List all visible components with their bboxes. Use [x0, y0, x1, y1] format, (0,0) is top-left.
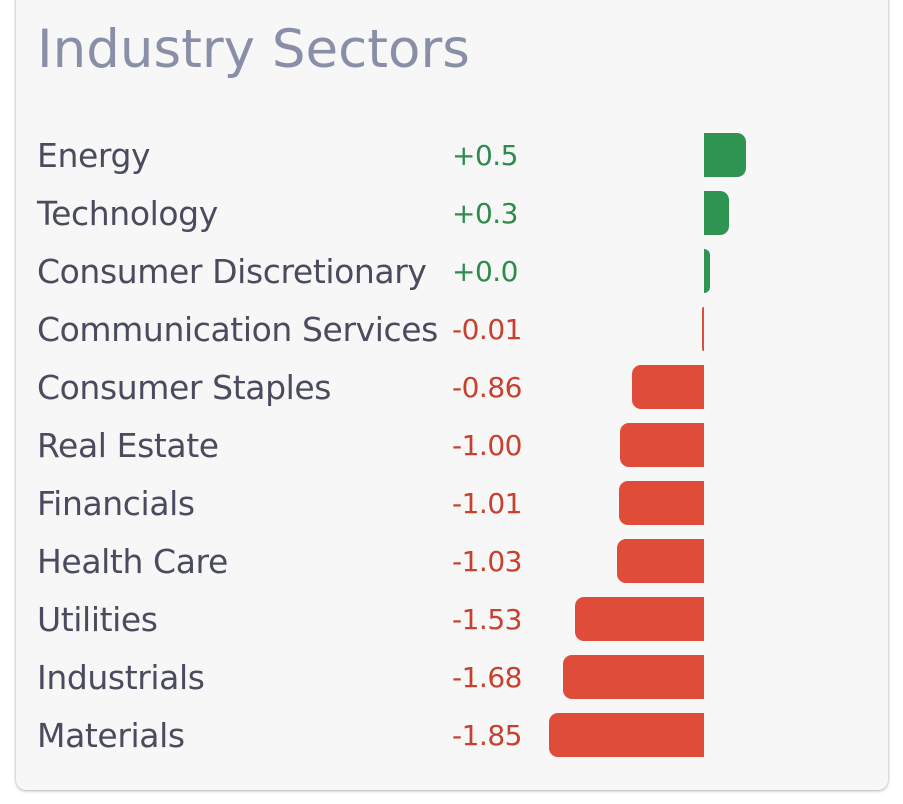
sector-name: Utilities: [37, 600, 158, 639]
negative-change-bar: [620, 423, 704, 467]
sector-row[interactable]: Utilities -1.53: [16, 591, 888, 649]
sector-name: Energy: [37, 136, 151, 175]
sector-name: Materials: [37, 716, 185, 755]
sector-name: Consumer Staples: [37, 368, 332, 407]
sector-row[interactable]: Real Estate -1.00: [16, 417, 888, 475]
sector-row[interactable]: Materials -1.85: [16, 707, 888, 765]
sector-row[interactable]: Technology +0.3: [16, 185, 888, 243]
positive-change-bar: [704, 191, 730, 235]
positive-change-bar: [704, 133, 746, 177]
sector-change-value: +0.5: [452, 139, 519, 172]
sector-change-value: -1.01: [452, 487, 522, 520]
negative-change-bar: [575, 597, 704, 641]
sector-name: Real Estate: [37, 426, 219, 465]
sector-row[interactable]: Consumer Staples -0.86: [16, 359, 888, 417]
sector-name: Consumer Discretionary: [37, 252, 427, 291]
negative-change-bar: [617, 539, 704, 583]
negative-change-bar: [562, 655, 704, 699]
sector-row[interactable]: Industrials -1.68: [16, 649, 888, 707]
sector-change-value: -1.85: [452, 719, 522, 752]
sector-name: Communication Services: [37, 310, 438, 349]
sector-change-value: -1.68: [452, 661, 522, 694]
sector-name: Financials: [37, 484, 195, 523]
positive-change-bar: [704, 249, 710, 293]
sector-change-value: -1.03: [452, 545, 522, 578]
sector-change-value: -0.01: [452, 313, 522, 346]
industry-sectors-card: Industry Sectors Energy +0.5 Technology +0.…: [16, 0, 888, 790]
sector-change-value: -0.86: [452, 371, 522, 404]
sector-name: Industrials: [37, 658, 205, 697]
sector-row[interactable]: Financials -1.01: [16, 475, 888, 533]
sector-change-value: -1.53: [452, 603, 522, 636]
sector-change-value: -1.00: [452, 429, 522, 462]
sector-change-value: +0.0: [452, 255, 519, 288]
sector-change-value: +0.3: [452, 197, 519, 230]
sector-name: Technology: [37, 194, 218, 233]
negative-change-bar: [548, 713, 704, 757]
sector-row[interactable]: Energy +0.5: [16, 127, 888, 185]
sector-name: Health Care: [37, 542, 228, 581]
sector-row[interactable]: Communication Services -0.01: [16, 301, 888, 359]
sector-row[interactable]: Consumer Discretionary +0.0: [16, 243, 888, 301]
sector-row[interactable]: Health Care -1.03: [16, 533, 888, 591]
negative-change-bar: [631, 365, 704, 409]
negative-change-bar: [702, 307, 704, 351]
chart-title: Industry Sectors: [37, 19, 470, 80]
negative-change-bar: [619, 481, 704, 525]
